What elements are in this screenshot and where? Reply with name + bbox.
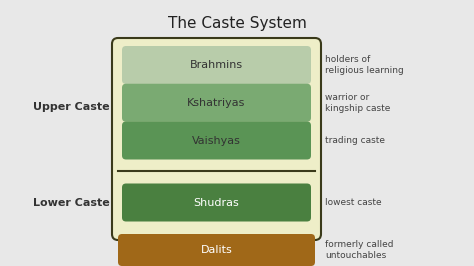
Text: Vaishyas: Vaishyas — [192, 135, 241, 146]
Text: Shudras: Shudras — [193, 197, 239, 207]
FancyBboxPatch shape — [122, 184, 311, 222]
Text: lowest caste: lowest caste — [325, 198, 382, 207]
Text: trading caste: trading caste — [325, 136, 385, 145]
Text: Dalits: Dalits — [201, 245, 232, 255]
Text: Lower Caste: Lower Caste — [33, 197, 110, 207]
Text: warrior or
kingship caste: warrior or kingship caste — [325, 93, 391, 113]
FancyBboxPatch shape — [118, 234, 315, 266]
Text: formerly called
untouchables: formerly called untouchables — [325, 240, 393, 260]
FancyBboxPatch shape — [122, 122, 311, 160]
Text: holders of
religious learning: holders of religious learning — [325, 55, 404, 75]
Text: Upper Caste: Upper Caste — [33, 102, 110, 113]
FancyBboxPatch shape — [122, 84, 311, 122]
FancyBboxPatch shape — [122, 46, 311, 84]
Text: Brahmins: Brahmins — [190, 60, 243, 70]
Text: The Caste System: The Caste System — [168, 16, 306, 31]
FancyBboxPatch shape — [112, 38, 321, 240]
Text: Kshatriyas: Kshatriyas — [187, 98, 246, 108]
